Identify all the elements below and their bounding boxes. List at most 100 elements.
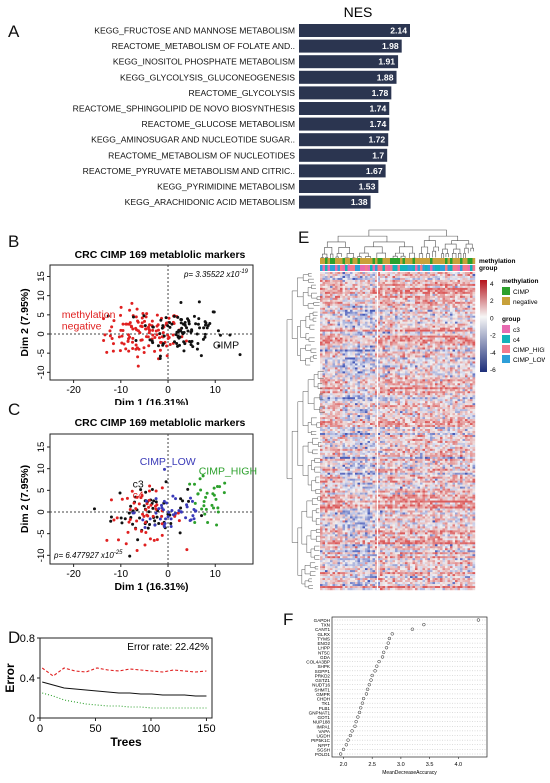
scatter-point — [192, 314, 196, 318]
scatter-point — [110, 337, 114, 341]
scatter-point — [166, 333, 170, 337]
methylation-track-cell — [457, 258, 461, 264]
group-track-cell — [392, 265, 396, 271]
bar — [299, 195, 371, 209]
y-tick-label: 0 — [36, 509, 47, 514]
variable-label: TYMS — [317, 636, 330, 641]
methylation-track-cell — [345, 258, 348, 264]
scatter-point — [132, 501, 136, 505]
scatter-point — [148, 338, 152, 342]
color-scale-tick: 2 — [490, 298, 494, 305]
importance-point — [476, 618, 481, 622]
methylation-track-cell — [427, 258, 431, 264]
scatter-point — [206, 324, 210, 328]
panel-letter-b: B — [8, 232, 20, 251]
scatter-point — [200, 514, 204, 518]
group-track-cell — [450, 265, 453, 271]
scatter-point — [204, 323, 208, 327]
row-dendrogram — [286, 273, 325, 589]
label-methylation: methylation — [62, 309, 116, 321]
bar-value-label: 1.91 — [378, 57, 395, 67]
bar-label: REACTOME_GLYCOLYSIS — [189, 88, 296, 98]
scatter-point — [155, 313, 159, 317]
x-tick-label: 2.5 — [368, 762, 376, 768]
scatter-point — [185, 505, 189, 509]
scatter-point — [161, 343, 165, 347]
heatmap-cells — [320, 272, 476, 591]
scatter-point — [162, 499, 166, 503]
scatter-point — [184, 516, 188, 520]
methylation-track-cell — [467, 258, 471, 264]
bar — [299, 86, 392, 100]
scatter-point — [162, 467, 166, 471]
bar-value-label: 1.98 — [382, 41, 399, 51]
scatter-point — [143, 319, 147, 323]
y-axis-label: Error — [3, 663, 17, 693]
scatter-point — [124, 347, 128, 351]
scatter-point — [217, 344, 221, 348]
scatter-point — [154, 500, 158, 504]
variable-label: LHPP — [318, 646, 330, 651]
importance-point — [353, 724, 357, 728]
panel-letter-f: F — [283, 610, 294, 629]
methylation-track-cell — [342, 258, 346, 264]
scatter-point — [131, 315, 135, 319]
bar — [299, 39, 402, 53]
scatter-point — [135, 307, 139, 311]
scatter-point — [188, 482, 192, 486]
scatter-point — [174, 497, 178, 501]
methylation-track-cell — [440, 258, 443, 264]
bar-label: REACTOME_GLUCOSE METABOLISM — [142, 119, 295, 129]
importance-point — [369, 678, 373, 682]
scatter-point — [148, 517, 152, 521]
scatter-point — [199, 354, 203, 358]
scatter-point — [134, 343, 138, 347]
scatter-point — [151, 325, 155, 329]
group-track-cell — [382, 265, 386, 271]
y-tick-label: 10 — [36, 290, 47, 301]
scatter-point — [151, 506, 155, 510]
group-track-cell — [460, 265, 463, 271]
scatter-point — [147, 325, 151, 329]
scatter-point — [182, 330, 186, 334]
scatter-point — [154, 497, 158, 501]
scatter-point — [164, 480, 168, 484]
scatter-point — [144, 499, 148, 503]
bar — [299, 180, 379, 193]
methylation-track-cell — [430, 258, 433, 264]
scatter-point — [134, 339, 138, 343]
scatter-point — [131, 522, 135, 526]
variable-label: UGDH — [316, 734, 330, 739]
group-track-cell — [417, 265, 421, 271]
variable-label: TXN — [321, 623, 330, 628]
scatter-point — [193, 521, 197, 525]
group-track-cell — [457, 265, 461, 271]
variable-label: VAPA — [318, 729, 331, 734]
group-track-cell — [442, 265, 446, 271]
scatter-point — [174, 511, 178, 515]
scatter-point — [203, 512, 207, 516]
scatter-point — [120, 341, 124, 345]
variable-label: CANT1 — [315, 627, 331, 632]
group-track-cell — [362, 265, 366, 271]
scatter-point — [138, 516, 142, 520]
scatter-point — [201, 337, 205, 341]
scatter-point — [164, 517, 168, 521]
scatter-point — [115, 516, 119, 520]
scatter-point — [144, 530, 148, 534]
scatter-point — [137, 347, 141, 351]
panel-b-title: CRC CIMP 169 metablolic markers — [75, 249, 246, 261]
panel-letter-d: D — [8, 628, 21, 647]
scatter-point — [161, 324, 165, 328]
scatter-point — [153, 519, 157, 523]
group-track-cell — [342, 265, 346, 271]
x-tick-label: 0 — [37, 723, 43, 735]
scatter-point — [168, 342, 172, 346]
methylation-track-cell — [395, 258, 398, 264]
methylation-track-cell — [452, 258, 456, 264]
scatter-point — [127, 511, 131, 515]
error-line-class2 — [42, 692, 207, 709]
bar — [299, 164, 386, 178]
error-line-class1 — [41, 667, 207, 677]
scatter-point — [147, 489, 151, 493]
